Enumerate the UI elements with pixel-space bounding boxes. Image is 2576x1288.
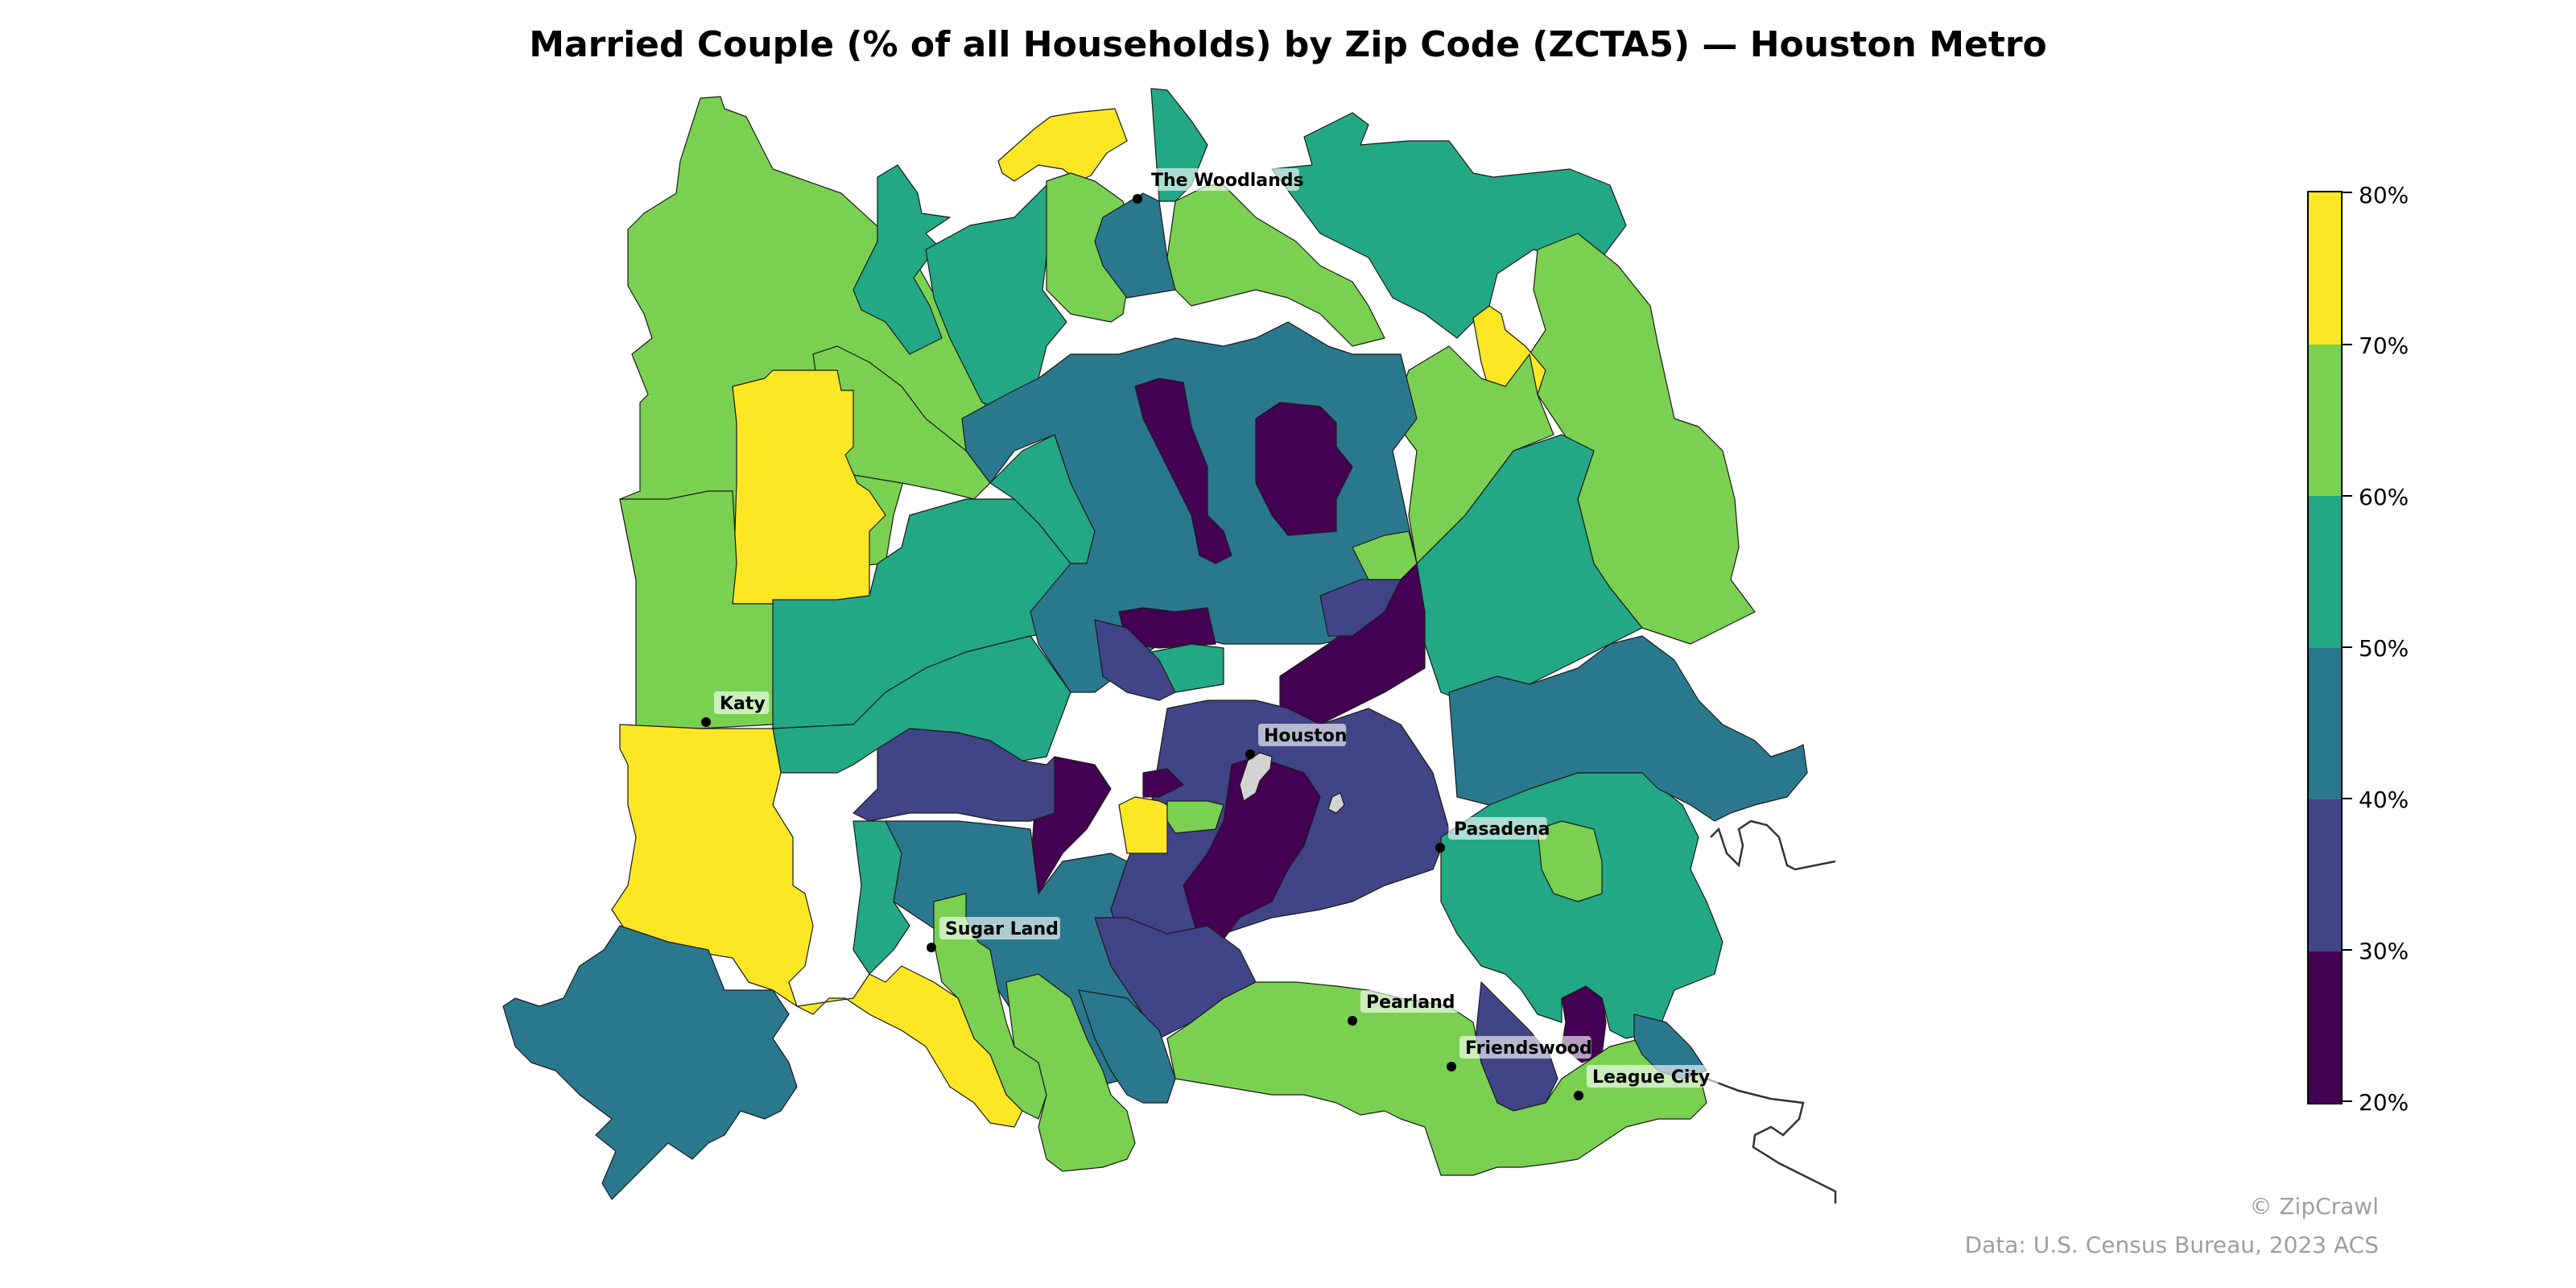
city-dot-icon bbox=[1447, 1062, 1456, 1071]
zip-region[interactable] bbox=[502, 925, 798, 1200]
zip-region[interactable] bbox=[1392, 345, 1554, 564]
city-label-background bbox=[1146, 168, 1299, 191]
city-label-background bbox=[1587, 1065, 1719, 1088]
city-label: Pearland bbox=[1366, 993, 1455, 1013]
colorbar-tick-label: 40% bbox=[2359, 786, 2409, 813]
colorbar-bin-20-30 bbox=[2309, 951, 2341, 1103]
city-dot-icon bbox=[1574, 1091, 1583, 1100]
city-label: League City bbox=[1592, 1067, 1710, 1088]
data-source-text: Data: U.S. Census Bureau, 2023 ACS bbox=[1964, 1232, 2379, 1258]
zip-region[interactable] bbox=[852, 164, 951, 355]
colorbar-tick-label: 20% bbox=[2359, 1089, 2409, 1116]
colorbar-tick-label: 60% bbox=[2359, 484, 2409, 510]
city-label-background bbox=[1448, 817, 1547, 840]
copyright-text: © ZipCrawl bbox=[2249, 1193, 2379, 1220]
zip-region[interactable] bbox=[1094, 619, 1176, 701]
colorbar-tick-label: 30% bbox=[2359, 938, 2409, 964]
city-label-background bbox=[714, 691, 770, 714]
city-marker-pasadena[interactable]: Pasadena bbox=[1435, 817, 1550, 852]
colorbar bbox=[2307, 191, 2343, 1104]
zip-region[interactable] bbox=[1166, 800, 1224, 834]
city-label-background bbox=[939, 917, 1060, 939]
zip-region[interactable] bbox=[1046, 172, 1136, 323]
city-dot-icon bbox=[1435, 843, 1445, 852]
zip-region[interactable] bbox=[925, 184, 1067, 411]
zip-region[interactable] bbox=[1078, 989, 1176, 1104]
colorbar-tick bbox=[2343, 646, 2352, 648]
colorbar-tick bbox=[2343, 192, 2352, 193]
colorbar-tick-label: 70% bbox=[2359, 332, 2409, 359]
zip-region[interactable] bbox=[852, 820, 910, 975]
city-marker-pearland[interactable]: Pearland bbox=[1348, 990, 1459, 1026]
city-dot-icon bbox=[927, 943, 936, 952]
city-marker-the-woodlands[interactable]: The Woodlands bbox=[1133, 168, 1304, 204]
zip-region[interactable] bbox=[1319, 579, 1402, 637]
city-dot-icon bbox=[701, 717, 711, 727]
colorbar-bin-60-70 bbox=[2309, 344, 2341, 496]
no-data-region[interactable] bbox=[1239, 752, 1273, 802]
zip-region[interactable] bbox=[1537, 820, 1603, 902]
colorbar-tick bbox=[2343, 1100, 2352, 1102]
city-label: The Woodlands bbox=[1151, 171, 1304, 191]
city-dot-icon bbox=[1133, 194, 1142, 204]
colorbar-bin-30-40 bbox=[2309, 799, 2341, 952]
zip-region[interactable] bbox=[1448, 635, 1808, 822]
zip-region[interactable] bbox=[1271, 112, 1627, 339]
city-marker-houston[interactable]: Houston bbox=[1245, 724, 1348, 759]
colorbar-bin-50-60 bbox=[2309, 496, 2341, 648]
colorbar-tick-label: 50% bbox=[2359, 635, 2409, 662]
city-dot-icon bbox=[1348, 1016, 1357, 1026]
zip-region[interactable] bbox=[1255, 402, 1353, 536]
coastline bbox=[1710, 819, 1836, 871]
city-label: Sugar Land bbox=[945, 919, 1059, 939]
zip-region[interactable] bbox=[1118, 796, 1168, 854]
city-marker-league-city[interactable]: League City bbox=[1574, 1065, 1719, 1100]
city-label: Pasadena bbox=[1454, 819, 1550, 840]
colorbar-tick-label: 80% bbox=[2359, 182, 2409, 208]
zip-region[interactable] bbox=[1005, 973, 1136, 1172]
city-marker-sugar-land[interactable]: Sugar Land bbox=[927, 917, 1060, 952]
city-label-background bbox=[1258, 724, 1347, 746]
colorbar-bin-40-50 bbox=[2309, 647, 2341, 799]
city-label: Friendswood bbox=[1465, 1038, 1592, 1059]
city-label-background bbox=[1360, 990, 1459, 1013]
city-label-background bbox=[1459, 1036, 1591, 1059]
city-marker-friendswood[interactable]: Friendswood bbox=[1447, 1036, 1592, 1071]
city-label: Katy bbox=[720, 694, 766, 714]
colorbar-tick bbox=[2343, 798, 2352, 799]
colorbar-bin-70-80 bbox=[2309, 192, 2341, 345]
city-dot-icon bbox=[1245, 749, 1255, 759]
zip-region[interactable] bbox=[1134, 378, 1232, 564]
colorbar-tick bbox=[2343, 495, 2352, 497]
zip-region[interactable] bbox=[1166, 184, 1385, 347]
city-label: Houston bbox=[1264, 726, 1348, 746]
zip-region[interactable] bbox=[772, 635, 1071, 774]
city-marker-katy[interactable]: Katy bbox=[701, 691, 770, 727]
zip-region[interactable] bbox=[619, 490, 778, 729]
zip-region[interactable] bbox=[997, 108, 1128, 182]
zip-region[interactable] bbox=[1142, 768, 1184, 798]
colorbar-tick bbox=[2343, 949, 2352, 951]
coastline bbox=[1706, 1077, 1837, 1203]
chart-title: Married Couple (% of all Households) by … bbox=[529, 24, 2047, 65]
city-labels-layer: The Woodlands Katy Houston Pasadena Sugar La… bbox=[701, 168, 1719, 1100]
zip-region[interactable] bbox=[1183, 756, 1321, 951]
colorbar-tick bbox=[2343, 344, 2352, 345]
no-data-region[interactable] bbox=[1327, 792, 1345, 814]
